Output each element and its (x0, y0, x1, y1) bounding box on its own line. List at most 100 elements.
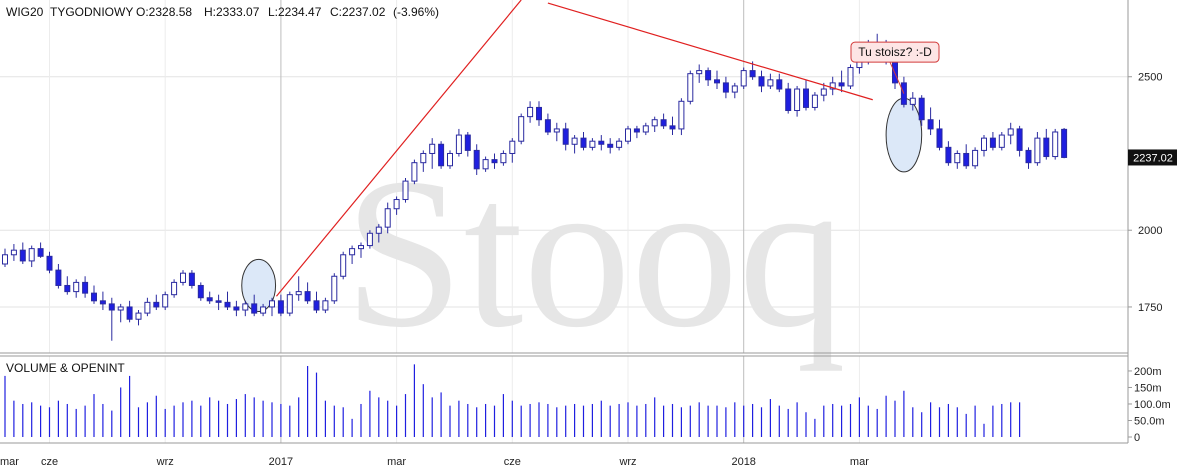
candle (277, 294, 284, 317)
candle (464, 131, 471, 157)
candle-body (847, 67, 854, 87)
candle-body (91, 292, 97, 302)
volume-tick-label: 100.0m (1134, 399, 1171, 411)
candle (46, 251, 53, 274)
candle-body (162, 294, 169, 308)
volume-tick-label: 50.0m (1134, 415, 1165, 427)
candle (144, 297, 151, 317)
candle-body (518, 116, 525, 142)
volume-panel-title: VOLUME & OPENINT (6, 361, 125, 375)
candle-body (473, 149, 480, 170)
candle-body (393, 199, 400, 210)
candle-body (633, 128, 640, 133)
candle (242, 300, 249, 317)
candle (358, 242, 364, 258)
candle-body (295, 291, 302, 296)
candle (1034, 131, 1041, 166)
price-axis-ticks: 2500 2000 1750 (1128, 72, 1162, 314)
volume-tick-label: 150m (1134, 382, 1162, 394)
candle (936, 119, 943, 151)
candle (206, 291, 213, 304)
candle-body (286, 294, 293, 314)
candle (491, 153, 498, 169)
candle-body (669, 125, 676, 130)
candle (482, 156, 489, 172)
candle-body (767, 79, 774, 87)
candle (909, 92, 916, 111)
candle-body (402, 180, 409, 201)
candle (269, 297, 275, 317)
candle-body (269, 300, 275, 308)
candle-body (580, 137, 587, 148)
candle-body (455, 134, 462, 154)
candle (402, 178, 409, 203)
candle-body (313, 300, 320, 311)
watermark: Stooq (344, 133, 846, 372)
volume-axis-ticks: 200m 150m 100.0m 50.0m 0 (1128, 366, 1171, 444)
candle (375, 224, 382, 243)
candle-body (749, 70, 756, 78)
candle-body (954, 152, 961, 164)
candle (518, 113, 525, 145)
candle-body (358, 245, 364, 250)
candle (82, 276, 89, 298)
candle-body (2, 254, 8, 265)
header-ticker: WIG20 (6, 5, 44, 19)
candle (838, 70, 845, 93)
candle-body (464, 134, 471, 151)
header-change: (-3.96%) (393, 5, 439, 19)
candle-body (705, 70, 712, 81)
candle-body (687, 73, 694, 102)
candle-body (731, 85, 738, 93)
candle (10, 244, 17, 261)
candle (215, 294, 222, 311)
candle-body (411, 162, 418, 182)
trendline (275, 0, 522, 297)
candle (954, 150, 961, 169)
candle-body (420, 152, 427, 164)
candle-body (206, 297, 213, 302)
candle-body (384, 208, 391, 228)
candle-body (153, 301, 160, 308)
volume-tick-label: 200m (1134, 366, 1162, 378)
candle (304, 282, 311, 304)
candle (366, 230, 373, 249)
trendline (547, 2, 873, 101)
candle (847, 64, 854, 90)
time-tick-label: mar (850, 456, 869, 468)
time-tick-label: wrz (618, 456, 636, 468)
candle (233, 300, 240, 317)
candle-body (829, 82, 836, 90)
candle (455, 128, 462, 157)
candle (687, 70, 694, 105)
candle (135, 310, 142, 326)
candle-body (260, 306, 267, 314)
candle-body (277, 300, 284, 314)
candle (162, 291, 169, 311)
price-tick-label: 2500 (1138, 72, 1162, 84)
candle-body (1061, 128, 1068, 158)
candle-body (642, 125, 649, 133)
candle (108, 297, 115, 341)
candle-body (544, 119, 551, 133)
candle-body (936, 128, 943, 148)
header-close: C:2237.02 (330, 5, 386, 19)
candle-body (892, 60, 898, 84)
candle (722, 76, 729, 99)
candle (438, 141, 445, 169)
candle-body (117, 306, 124, 311)
candle (509, 138, 516, 163)
candle-body (616, 140, 623, 148)
candle-body (242, 303, 249, 311)
candle (429, 138, 436, 169)
annotation-callout: Tu stoisz? :-D (850, 41, 940, 94)
candle-body (625, 128, 631, 142)
candle (73, 279, 80, 298)
candle (811, 92, 818, 111)
candle-body (785, 88, 792, 112)
candle-body (714, 79, 720, 84)
candle (758, 70, 765, 93)
candle (740, 67, 747, 90)
candle (625, 125, 631, 145)
highlight-ellipses (241, 97, 923, 313)
